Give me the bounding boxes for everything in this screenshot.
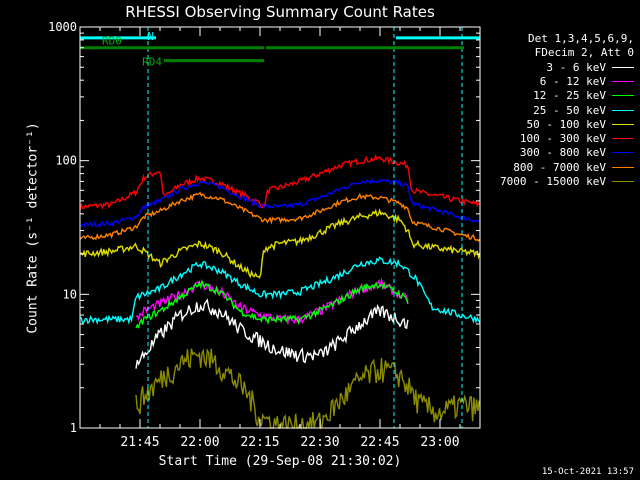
series-line-7 <box>135 298 409 369</box>
legend-swatch <box>612 138 634 140</box>
legend-item: 3 - 6 keV <box>478 60 634 74</box>
legend-detectors: Det 1,3,4,5,6,9, <box>528 32 634 45</box>
legend-label: 7000 - 15000 keV <box>500 175 606 189</box>
y-tick-label: 1 <box>70 421 77 435</box>
x-tick-label: 23:00 <box>420 435 459 450</box>
legend-label: 50 - 100 keV <box>526 117 606 131</box>
x-tick-label: 22:00 <box>180 435 219 450</box>
x-tick-label: 22:15 <box>240 435 279 450</box>
legend-label: 3 - 6 keV <box>546 60 606 74</box>
legend-item: 300 - 800 keV <box>478 146 634 160</box>
legend-swatch <box>612 181 634 183</box>
legend-swatch <box>612 123 634 125</box>
legend-swatch <box>612 166 634 168</box>
legend-label: 6 - 12 keV <box>539 74 606 88</box>
series-line-1 <box>79 177 481 228</box>
state-label-n: N <box>147 30 154 43</box>
x-tick-label: 22:30 <box>300 435 339 450</box>
legend-label: 800 - 7000 keV <box>513 160 606 174</box>
x-tick-label: 22:45 <box>360 435 399 450</box>
legend-swatch <box>612 80 634 82</box>
legend-item: 800 - 7000 keV <box>478 160 634 174</box>
legend-swatch <box>612 66 634 68</box>
y-tick-label: 1000 <box>48 20 77 34</box>
y-tick-label: 10 <box>63 287 77 301</box>
plot-frame <box>79 26 481 429</box>
series-line-6 <box>135 279 409 329</box>
chart-title: RHESSI Observing Summary Count Rates <box>125 3 435 21</box>
legend-swatch <box>612 109 634 111</box>
series-line-4 <box>79 256 481 326</box>
x-tick-label: 21:45 <box>120 435 159 450</box>
series-line-2 <box>79 191 481 242</box>
legend-label: 300 - 800 keV <box>519 146 606 160</box>
legend-label: 25 - 50 keV <box>533 103 606 117</box>
legend-swatch <box>612 95 634 97</box>
series-line-0 <box>79 154 481 211</box>
legend-swatch <box>612 152 634 154</box>
legend-item: 6 - 12 keV <box>478 74 634 88</box>
series-line-3 <box>79 208 481 279</box>
state-label-rd0: RD0 <box>102 35 122 48</box>
legend-label: 12 - 25 keV <box>533 89 606 103</box>
legend-item: 7000 - 15000 keV <box>478 174 634 188</box>
series-line-8 <box>135 348 480 431</box>
generation-date: 15-Oct-2021 13:57 <box>541 467 634 477</box>
state-label-rd4: RD4 <box>142 56 162 69</box>
legend-item: 12 - 25 keV <box>478 89 634 103</box>
legend: Det 1,3,4,5,6,9, FDecim 2, Att 0 3 - 6 k… <box>478 32 634 189</box>
x-axis-label: Start Time (29-Sep-08 21:30:02) <box>158 454 402 469</box>
legend-item: 25 - 50 keV <box>478 103 634 117</box>
y-tick-label: 100 <box>55 154 77 168</box>
legend-label: 100 - 300 keV <box>519 132 606 146</box>
legend-item: 100 - 300 keV <box>478 131 634 145</box>
legend-fdecim: FDecim 2, Att 0 <box>534 46 634 59</box>
y-axis-label: Count Rate (s⁻¹ detector⁻¹) <box>25 122 41 334</box>
legend-item: 50 - 100 keV <box>478 117 634 131</box>
